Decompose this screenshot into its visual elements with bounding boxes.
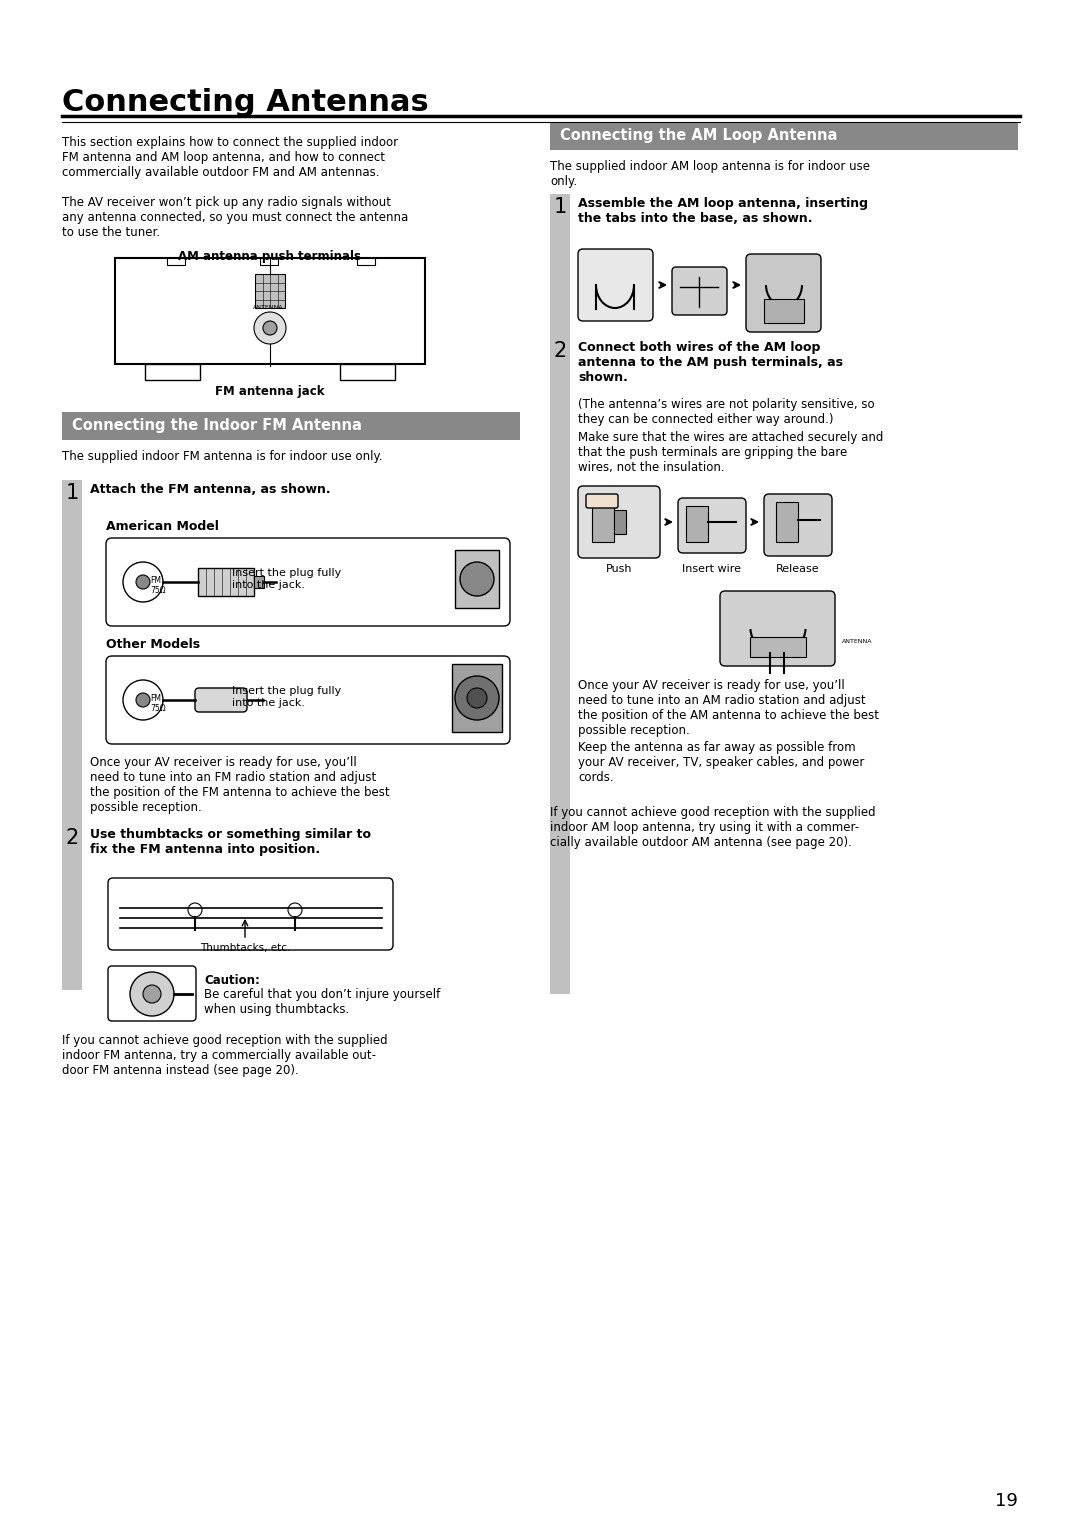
Circle shape (288, 903, 302, 917)
Text: Assemble the AM loop antenna, inserting
the tabs into the base, as shown.: Assemble the AM loop antenna, inserting … (578, 197, 868, 225)
Text: Once your AV receiver is ready for use, you’ll
need to tune into an AM radio sta: Once your AV receiver is ready for use, … (578, 678, 879, 736)
Text: Be careful that you don’t injure yourself
when using thumbtacks.: Be careful that you don’t injure yoursel… (204, 989, 441, 1016)
Text: 2: 2 (553, 341, 567, 361)
Bar (255, 274, 285, 309)
Text: 2: 2 (66, 828, 79, 848)
Bar (777, 503, 798, 542)
Text: 1: 1 (553, 197, 567, 217)
FancyBboxPatch shape (578, 249, 653, 321)
Circle shape (254, 312, 286, 344)
Text: 1: 1 (66, 483, 79, 503)
Text: ANTENNA: ANTENNA (253, 306, 283, 310)
Text: ANTENNA: ANTENNA (842, 639, 873, 643)
Text: The supplied indoor AM loop antenna is for indoor use
only.: The supplied indoor AM loop antenna is f… (550, 160, 870, 188)
Bar (145, 364, 200, 380)
Circle shape (188, 903, 202, 917)
FancyBboxPatch shape (764, 494, 832, 556)
Bar (114, 258, 426, 364)
Bar (686, 506, 708, 542)
Bar (750, 637, 806, 657)
Text: Connecting the AM Loop Antenna: Connecting the AM Loop Antenna (561, 128, 837, 144)
Text: AM antenna push terminals: AM antenna push terminals (178, 251, 362, 263)
FancyBboxPatch shape (720, 591, 835, 666)
Circle shape (123, 562, 163, 602)
Circle shape (467, 688, 487, 707)
Bar (455, 550, 499, 608)
FancyBboxPatch shape (672, 267, 727, 315)
Bar (453, 665, 502, 732)
FancyBboxPatch shape (678, 498, 746, 553)
Text: The supplied indoor FM antenna is for indoor use only.: The supplied indoor FM antenna is for in… (62, 451, 382, 463)
Text: Insert the plug fully
into the jack.: Insert the plug fully into the jack. (232, 686, 341, 707)
Text: FM
75Ω: FM 75Ω (150, 576, 165, 596)
Bar (764, 299, 804, 322)
Text: If you cannot achieve good reception with the supplied
indoor AM loop antenna, t: If you cannot achieve good reception wit… (550, 805, 876, 850)
FancyBboxPatch shape (746, 254, 821, 332)
Bar (357, 258, 375, 264)
Text: (The antenna’s wires are not polarity sensitive, so
they can be connected either: (The antenna’s wires are not polarity se… (578, 397, 875, 426)
Bar (167, 258, 185, 264)
FancyBboxPatch shape (586, 494, 618, 507)
Circle shape (136, 694, 150, 707)
Bar (254, 576, 264, 588)
Bar (592, 503, 615, 542)
Bar (550, 194, 570, 995)
Text: Other Models: Other Models (106, 639, 200, 651)
Text: FM antenna jack: FM antenna jack (215, 385, 325, 397)
Text: Thumbtacks, etc.: Thumbtacks, etc. (200, 943, 291, 953)
Bar (198, 568, 254, 596)
Circle shape (136, 575, 150, 588)
Text: Keep the antenna as far away as possible from
your AV receiver, TV, speaker cabl: Keep the antenna as far away as possible… (578, 741, 864, 784)
Text: Connecting the Indoor FM Antenna: Connecting the Indoor FM Antenna (72, 419, 362, 432)
Text: Caution:: Caution: (204, 973, 260, 987)
Text: Connecting Antennas: Connecting Antennas (62, 89, 429, 118)
Text: If you cannot achieve good reception with the supplied
indoor FM antenna, try a : If you cannot achieve good reception wit… (62, 1034, 388, 1077)
Text: Connect both wires of the AM loop
antenna to the AM push terminals, as
shown.: Connect both wires of the AM loop antenn… (578, 341, 843, 384)
Circle shape (455, 675, 499, 720)
FancyBboxPatch shape (195, 688, 247, 712)
Text: Once your AV receiver is ready for use, you’ll
need to tune into an FM radio sta: Once your AV receiver is ready for use, … (90, 756, 390, 814)
Bar (62, 480, 82, 990)
Text: Use thumbtacks or something similar to
fix the FM antenna into position.: Use thumbtacks or something similar to f… (90, 828, 372, 856)
Text: 19: 19 (995, 1491, 1018, 1510)
Text: American Model: American Model (106, 520, 219, 533)
FancyBboxPatch shape (108, 966, 195, 1021)
Text: Insert wire: Insert wire (683, 564, 742, 575)
FancyBboxPatch shape (106, 656, 510, 744)
Text: Make sure that the wires are attached securely and
that the push terminals are g: Make sure that the wires are attached se… (578, 431, 883, 474)
FancyBboxPatch shape (108, 879, 393, 950)
Circle shape (123, 680, 163, 720)
Bar (550, 122, 1018, 150)
Text: The AV receiver won’t pick up any radio signals without
any antenna connected, s: The AV receiver won’t pick up any radio … (62, 196, 408, 238)
Bar (62, 413, 519, 440)
Text: This section explains how to connect the supplied indoor
FM antenna and AM loop : This section explains how to connect the… (62, 136, 399, 179)
FancyBboxPatch shape (578, 486, 660, 558)
Bar (615, 510, 626, 533)
Bar (260, 258, 278, 264)
Text: Insert the plug fully
into the jack.: Insert the plug fully into the jack. (232, 568, 341, 590)
Text: Push: Push (606, 564, 632, 575)
FancyBboxPatch shape (106, 538, 510, 626)
Circle shape (130, 972, 174, 1016)
Circle shape (143, 986, 161, 1002)
Text: Release: Release (777, 564, 820, 575)
Circle shape (460, 562, 494, 596)
Text: Attach the FM antenna, as shown.: Attach the FM antenna, as shown. (90, 483, 330, 497)
Bar (340, 364, 395, 380)
Circle shape (264, 321, 276, 335)
Text: FM
75Ω: FM 75Ω (150, 694, 165, 714)
